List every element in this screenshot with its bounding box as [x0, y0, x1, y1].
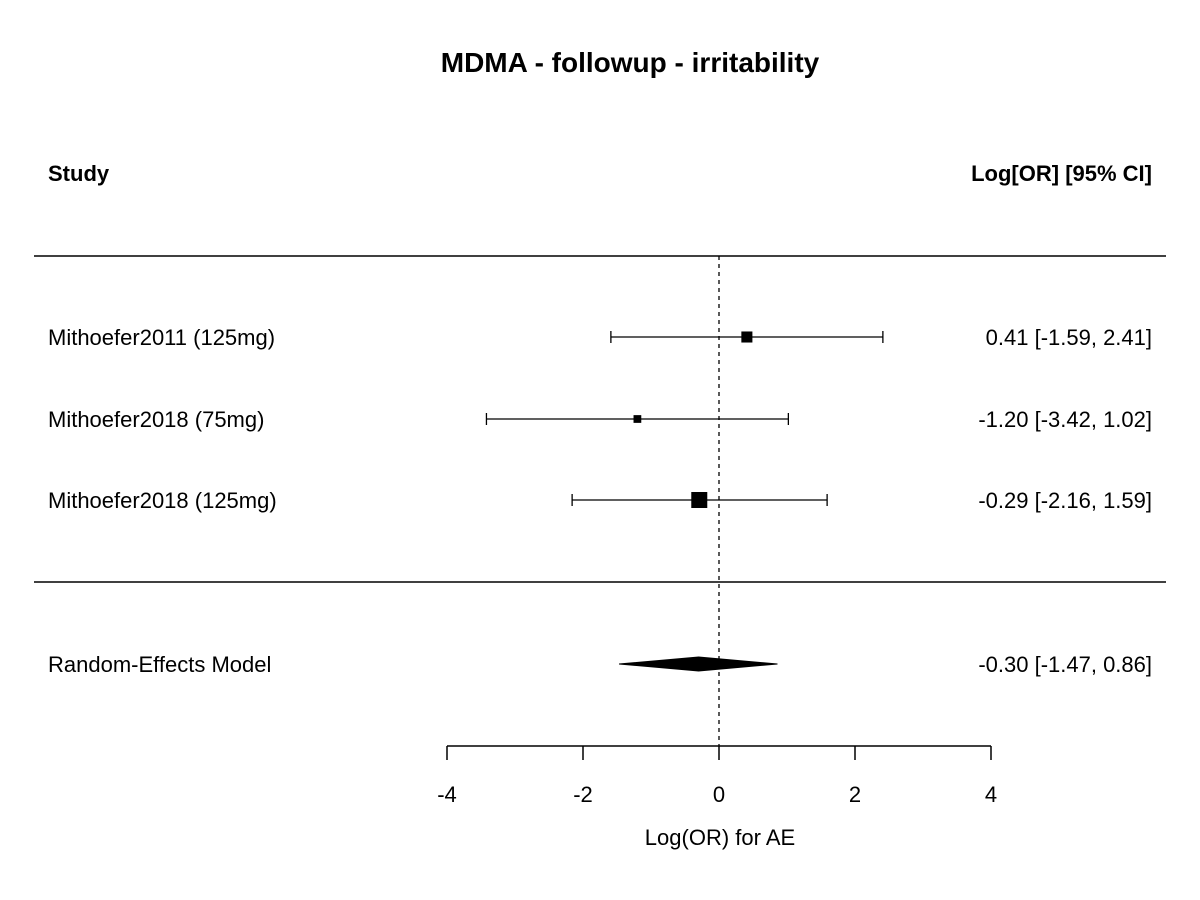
- header-estimate: Log[OR] [95% CI]: [971, 161, 1152, 186]
- estimate-text: -0.29 [-2.16, 1.59]: [978, 488, 1152, 513]
- point-estimate: [741, 331, 753, 343]
- x-tick-label: -2: [573, 782, 593, 807]
- study-label: Mithoefer2011 (125mg): [48, 325, 275, 350]
- study-label: Mithoefer2018 (75mg): [48, 407, 264, 432]
- estimate-text: 0.41 [-1.59, 2.41]: [986, 325, 1152, 350]
- chart-title: MDMA - followup - irritability: [441, 47, 820, 78]
- point-estimate: [691, 492, 708, 508]
- header-study: Study: [48, 161, 110, 186]
- summary-row: Random-Effects Model -0.30 [-1.47, 0.86]: [48, 652, 1152, 677]
- x-tick-label: -4: [437, 782, 457, 807]
- summary-estimate-text: -0.30 [-1.47, 0.86]: [978, 652, 1152, 677]
- x-axis: -4 -2 0 2 4: [437, 745, 997, 807]
- point-estimate: [633, 415, 642, 423]
- estimate-text: -1.20 [-3.42, 1.02]: [978, 407, 1152, 432]
- x-tick-label: 2: [849, 782, 861, 807]
- study-row: Mithoefer2018 (125mg) -0.29 [-2.16, 1.59]: [48, 488, 1152, 513]
- x-axis-label: Log(OR) for AE: [645, 825, 795, 850]
- study-rows: Mithoefer2011 (125mg) 0.41 [-1.59, 2.41]M…: [48, 325, 1152, 513]
- study-row: Mithoefer2018 (75mg) -1.20 [-3.42, 1.02]: [48, 407, 1152, 432]
- x-tick-label: 0: [713, 782, 725, 807]
- study-label: Mithoefer2018 (125mg): [48, 488, 277, 513]
- x-tick-label: 4: [985, 782, 997, 807]
- summary-label: Random-Effects Model: [48, 652, 271, 677]
- study-row: Mithoefer2011 (125mg) 0.41 [-1.59, 2.41]: [48, 325, 1152, 350]
- summary-diamond: [618, 656, 778, 672]
